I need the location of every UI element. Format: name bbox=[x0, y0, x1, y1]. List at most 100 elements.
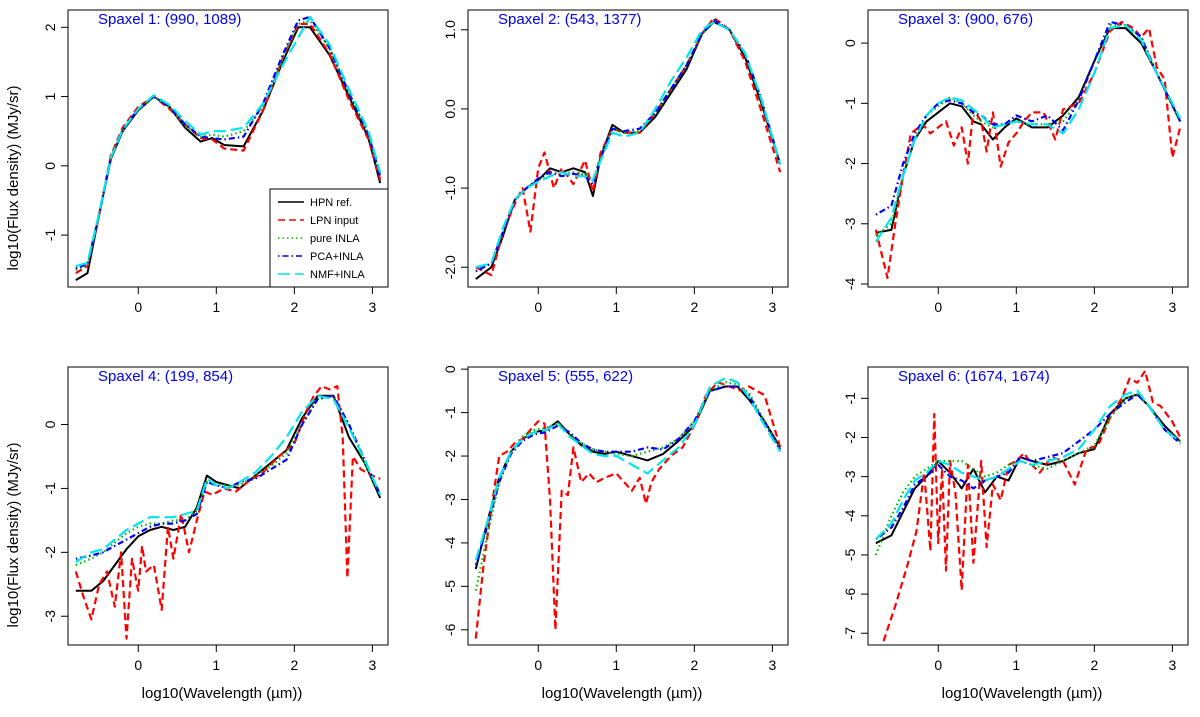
x-tick-label: 3 bbox=[368, 299, 376, 315]
series-line-pure-inla bbox=[75, 394, 382, 567]
series-line-nmf-inla bbox=[75, 15, 382, 268]
chart-panel-1: 0 1 2 3 -1 0 1 2 Spaxel 1: (990, 1089) HPN ref. LP… bbox=[42, 9, 389, 315]
series-group bbox=[475, 16, 782, 280]
x-tick-label: 1 bbox=[212, 657, 220, 673]
x-tick-label: 3 bbox=[368, 657, 376, 673]
y-tick-label: -3 bbox=[842, 470, 858, 483]
panel-title: Spaxel 3: (900, 676) bbox=[898, 11, 1033, 28]
y-tick-label: 0 bbox=[842, 39, 858, 47]
series-group bbox=[74, 385, 382, 640]
x-axis-label-col2: log10(Wavelength (µm)) bbox=[542, 685, 703, 702]
y-tick-label: -2 bbox=[842, 431, 858, 444]
y-tick-label: 0.0 bbox=[442, 99, 458, 119]
y-tick-label: -4 bbox=[442, 536, 458, 549]
series-group bbox=[874, 369, 1182, 642]
panel-title: Spaxel 4: (199, 854) bbox=[98, 368, 233, 385]
series-line-hpn-ref- bbox=[875, 27, 1182, 234]
series-line-pure-inla bbox=[474, 381, 782, 591]
x-tick-label: 2 bbox=[290, 657, 298, 673]
series-line-lpn-input bbox=[874, 20, 1182, 280]
chart-panel-6: 0 1 2 3 -7 -6 -5 -4 -3 -2 -1 Spaxel 6: (1674, 1674) bbox=[842, 366, 1189, 673]
series-line-nmf-inla bbox=[75, 394, 382, 563]
series-line-nmf-inla bbox=[474, 376, 782, 561]
x-tick-label: 0 bbox=[934, 299, 942, 315]
legend-label: HPN ref. bbox=[310, 197, 352, 209]
y-tick-label: -3 bbox=[42, 610, 58, 623]
chart-panel-2: 0 1 2 3 -2.0 -1.0 0.0 1.0 Spaxel 2: (543, 1377) bbox=[442, 9, 789, 315]
x-tick-label: 1 bbox=[612, 657, 620, 673]
series-line-hpn-ref- bbox=[875, 393, 1181, 545]
series-line-lpn-input bbox=[882, 369, 1182, 642]
plot-frame bbox=[67, 9, 389, 288]
x-tick-label: 1 bbox=[1012, 657, 1020, 673]
x-axis-label-col3: log10(Wavelength (µm)) bbox=[942, 685, 1103, 702]
x-tick-label: 2 bbox=[290, 299, 298, 315]
series-line-pca-inla bbox=[475, 19, 782, 273]
panels: 0 1 2 3 -1 0 1 2 Spaxel 1: (990, 1089) HPN ref. LP… bbox=[42, 9, 1189, 673]
series-group bbox=[474, 376, 782, 639]
series-line-pca-inla bbox=[75, 394, 382, 560]
x-tick-label: 0 bbox=[534, 299, 542, 315]
plot-frame bbox=[867, 9, 1189, 288]
y-tick-label: -6 bbox=[842, 588, 858, 601]
series-line-pca-inla bbox=[474, 385, 782, 565]
y-tick-label: -1 bbox=[42, 482, 58, 495]
chart-panel-5: 0 1 2 3 -6 -5 -4 -3 -2 -1 0 Spaxel 5: (555, 622) bbox=[442, 365, 789, 673]
y-tick-label: -7 bbox=[842, 627, 858, 640]
y-tick-label: 0 bbox=[442, 365, 458, 373]
y-tick-label: -2 bbox=[442, 450, 458, 463]
y-tick-label: 0 bbox=[42, 420, 58, 428]
y-tick-label: -1 bbox=[42, 229, 58, 242]
y-axis-label-row1: log10(Flux density) (MJy/sr) bbox=[5, 85, 22, 270]
x-tick-label: 2 bbox=[690, 299, 698, 315]
y-tick-label: -1 bbox=[842, 97, 858, 110]
series-group bbox=[874, 20, 1182, 280]
series-line-lpn-input bbox=[475, 16, 782, 277]
plot-frame bbox=[467, 366, 789, 646]
plot-frame bbox=[867, 366, 1189, 646]
panel-title: Spaxel 5: (555, 622) bbox=[498, 368, 633, 385]
y-tick-label: 2 bbox=[42, 23, 58, 31]
x-tick-label: 3 bbox=[768, 299, 776, 315]
y-tick-label: -2 bbox=[842, 157, 858, 170]
y-tick-label: 1.0 bbox=[442, 20, 458, 40]
series-line-lpn-input bbox=[474, 381, 782, 639]
series-line-hpn-ref- bbox=[475, 20, 782, 280]
y-tick-label: -2 bbox=[42, 546, 58, 559]
series-line-pure-inla bbox=[874, 393, 1181, 556]
y-tick-label: -3 bbox=[442, 493, 458, 506]
y-tick-label: -3 bbox=[842, 217, 858, 230]
x-tick-label: 0 bbox=[134, 657, 142, 673]
plot-frame bbox=[467, 9, 789, 288]
series-line-hpn-ref- bbox=[474, 385, 782, 570]
y-tick-label: -1 bbox=[842, 392, 858, 405]
series-line-nmf-inla bbox=[475, 20, 782, 269]
series-group bbox=[75, 15, 382, 281]
y-tick-label: 0 bbox=[42, 162, 58, 170]
x-tick-label: 3 bbox=[768, 657, 776, 673]
y-tick-label: -5 bbox=[442, 580, 458, 593]
series-line-pca-inla bbox=[875, 393, 1181, 541]
x-tick-label: 3 bbox=[1168, 299, 1176, 315]
x-tick-label: 2 bbox=[690, 657, 698, 673]
series-line-pure-inla bbox=[475, 20, 782, 273]
y-tick-label: -1.0 bbox=[442, 176, 458, 200]
panel-title: Spaxel 6: (1674, 1674) bbox=[898, 368, 1050, 385]
y-tick-label: -2.0 bbox=[442, 255, 458, 279]
y-axis-label-row2: log10(Flux density) (MJy/sr) bbox=[5, 442, 22, 627]
series-line-lpn-input bbox=[74, 385, 381, 640]
y-tick-label: -4 bbox=[842, 509, 858, 522]
plot-frame bbox=[67, 366, 389, 646]
x-tick-label: 1 bbox=[212, 299, 220, 315]
x-tick-label: 1 bbox=[612, 299, 620, 315]
y-tick-label: -1 bbox=[442, 406, 458, 419]
y-tick-label: -5 bbox=[842, 549, 858, 562]
y-tick-label: -6 bbox=[442, 623, 458, 636]
x-tick-label: 0 bbox=[934, 657, 942, 673]
panel-title: Spaxel 1: (990, 1089) bbox=[98, 11, 241, 28]
legend-box bbox=[269, 188, 389, 288]
shared-y-label-top: log10(Flux density) (MJy/sr) bbox=[5, 85, 22, 270]
x-tick-label: 0 bbox=[534, 657, 542, 673]
